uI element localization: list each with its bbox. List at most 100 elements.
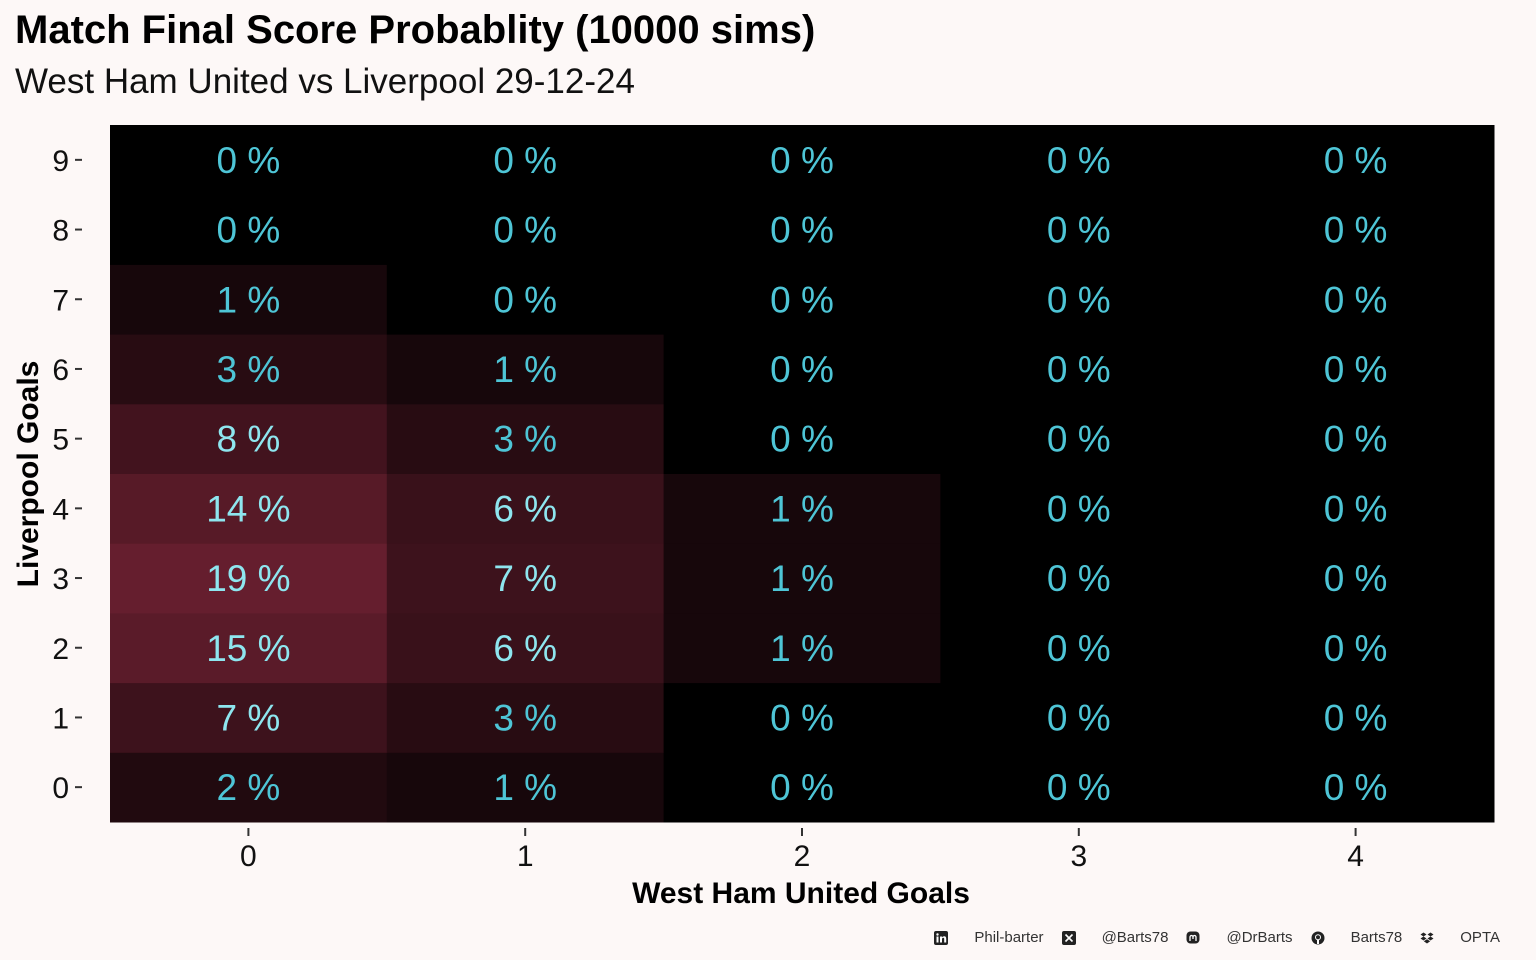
cell-value-label: 6 % [493,488,557,529]
heatmap-cell [386,194,665,265]
heatmap-cell [940,543,1218,614]
heatmap-cell [110,125,388,196]
y-tick-label: 4 [52,493,69,526]
cell-value-label: 6 % [493,628,557,669]
heatmap-cell [663,682,941,753]
heatmap-cell [663,403,941,474]
caption-github: Barts78 [1311,929,1402,946]
heatmap-cell [110,752,388,823]
x-tick-label: 4 [1347,840,1364,873]
heatmap-cell [1217,125,1495,196]
cell-value-label: 0 % [1324,140,1388,181]
cell-value-label: 7 % [493,558,557,599]
x-axis-title: West Ham United Goals [632,877,970,910]
caption-mastodon-text: @DrBarts [1226,929,1293,946]
cell-value-label: 1 % [770,558,834,599]
chart-subtitle: West Ham United vs Liverpool 29-12-24 [15,62,635,101]
heatmap-cell [110,543,388,614]
cell-value-label: 0 % [770,419,834,460]
heatmap-cell [110,403,388,474]
cell-value-label: 0 % [1324,628,1388,669]
heatmap-cell [110,264,388,335]
heatmap-cell [940,403,1218,474]
cell-value-label: 0 % [1047,419,1111,460]
heatmap-cell [110,334,388,405]
heatmap-cell [1217,473,1495,544]
heatmap-cell [1217,682,1495,753]
heatmap-cell [663,752,941,823]
y-axis: 0 1 2 3 4 5 6 7 8 9 [52,145,82,805]
cell-value-label: 1 % [770,488,834,529]
y-tick-label: 9 [52,145,69,178]
cell-value-label: 0 % [1324,279,1388,320]
cell-value-label: 0 % [1047,767,1111,808]
cell-value-label: 0 % [493,210,557,251]
heatmap-cell [386,264,665,335]
cell-value-label: 2 % [217,767,281,808]
heatmap-cell [386,403,665,474]
x-tick-label: 2 [794,840,811,873]
y-tick-label: 6 [52,354,69,387]
cell-value-label: 0 % [217,140,281,181]
heatmap-cell [1217,264,1495,335]
cell-value-label: 0 % [1047,628,1111,669]
y-tick-label: 3 [52,563,69,596]
cell-value-label: 0 % [1324,419,1388,460]
mastodon-icon [1186,931,1200,945]
dropbox-icon [1420,931,1434,945]
heatmap-cell [940,334,1218,405]
heatmap-cell [663,334,941,405]
heatmap-cell [1217,334,1495,405]
github-icon [1311,931,1325,945]
linkedin-icon [934,930,949,945]
heatmap-cell [1217,752,1495,823]
caption-linkedin: Phil-barter [934,929,1044,946]
heatmap-cell [110,612,388,684]
cell-value-label: 8 % [217,419,281,460]
x-axis: 0 1 2 3 4 [240,828,1364,873]
y-tick-label: 1 [52,702,69,735]
cell-value-label: 0 % [1324,697,1388,738]
heatmap-cell [1217,403,1495,474]
cell-value-label: 15 % [206,628,290,669]
cell-value-label: 0 % [770,697,834,738]
cell-labels: 2 % 1 % 0 % 0 % 0 % 7 % 3 % 0 % 0 % 0 % 15 % 6 % 1 %… [206,140,1387,808]
cell-value-label: 0 % [493,140,557,181]
caption-dropbox: OPTA [1420,929,1500,946]
cell-value-label: 0 % [1047,697,1111,738]
y-tick-label: 8 [52,215,69,248]
cell-value-label: 0 % [1324,349,1388,390]
heatmap-cell [940,752,1218,823]
cell-value-label: 1 % [770,628,834,669]
y-tick-label: 2 [52,633,69,666]
y-axis-title: Liverpool Goals [12,361,45,588]
cell-value-label: 3 % [217,349,281,390]
x-tick-label: 0 [240,840,257,873]
heatmap-cell [110,473,388,544]
heatmap-cell [940,473,1218,544]
heatmap-cell [386,752,665,823]
cell-value-label: 0 % [770,279,834,320]
heatmap-cell [386,473,665,544]
cell-value-label: 3 % [493,697,557,738]
caption-mastodon: @DrBarts [1186,929,1293,946]
cell-value-label: 0 % [1047,210,1111,251]
cell-value-label: 0 % [1047,279,1111,320]
x-tick-label: 3 [1070,840,1087,873]
heatmap-cell [386,682,665,753]
cell-value-label: 0 % [770,210,834,251]
heatmap-cell [386,612,665,684]
cell-value-label: 1 % [493,349,557,390]
chart-title: Match Final Score Probablity (10000 sims… [15,8,816,52]
caption-x: @Barts78 [1061,929,1169,946]
heatmap-cell [386,543,665,614]
y-tick-label: 7 [52,284,69,317]
heatmap-cell [386,334,665,405]
caption-x-text: @Barts78 [1101,929,1169,946]
heatmap-cell [386,125,665,196]
heatmap-cell [1217,612,1495,684]
cell-value-label: 0 % [770,349,834,390]
cell-value-label: 1 % [493,767,557,808]
heatmap-cell [663,194,941,265]
